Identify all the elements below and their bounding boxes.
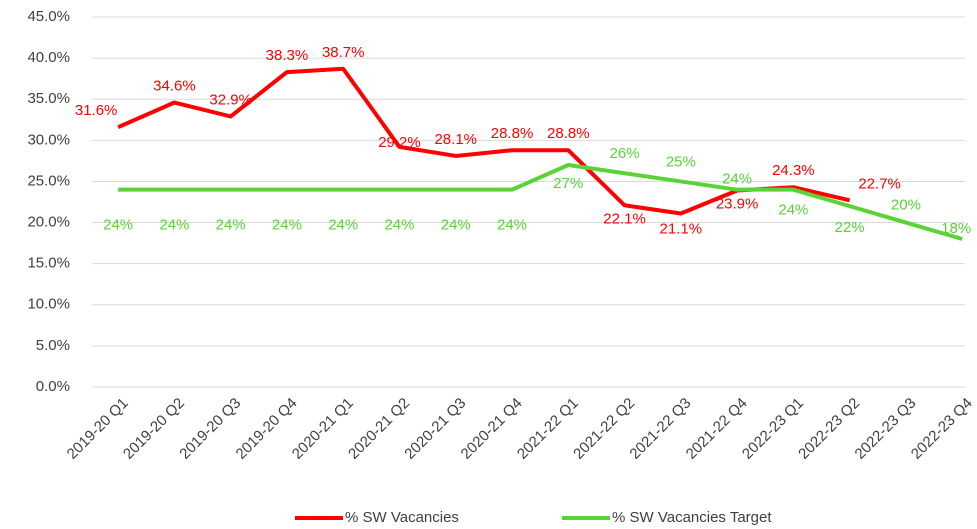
legend-label: % SW Vacancies xyxy=(345,509,459,526)
data-label: 23.9% xyxy=(716,195,759,212)
data-label: 24% xyxy=(497,217,527,234)
series-line xyxy=(118,163,963,241)
y-tick-label: 20.0% xyxy=(27,214,70,231)
data-label: 32.9% xyxy=(209,91,252,108)
data-label: 28.1% xyxy=(434,131,477,148)
data-label: 24% xyxy=(328,217,358,234)
data-label: 24.3% xyxy=(772,162,815,179)
data-label: 31.6% xyxy=(75,102,118,119)
data-label: 24% xyxy=(722,171,752,188)
y-tick-label: 40.0% xyxy=(27,49,70,66)
data-label: 24% xyxy=(272,217,302,234)
legend-label: % SW Vacancies Target xyxy=(612,509,772,526)
data-label: 29.2% xyxy=(378,134,421,151)
data-label: 22% xyxy=(835,219,865,236)
y-tick-label: 0.0% xyxy=(36,378,70,395)
data-label: 34.6% xyxy=(153,77,196,94)
data-label: 24% xyxy=(103,217,133,234)
data-label: 18% xyxy=(941,220,971,237)
data-label: 20% xyxy=(891,197,921,214)
y-tick-label: 10.0% xyxy=(27,296,70,313)
data-label: 38.3% xyxy=(266,47,309,64)
data-label: 22.1% xyxy=(603,210,646,227)
data-label: 24% xyxy=(216,217,246,234)
x-tick-label: 2022-23 Q4 xyxy=(908,395,976,463)
data-label: 27% xyxy=(553,175,583,192)
data-label: 24% xyxy=(778,202,808,219)
y-tick-label: 45.0% xyxy=(27,8,70,25)
data-label: 28.8% xyxy=(547,125,590,142)
series-line xyxy=(117,66,851,216)
data-label: 38.7% xyxy=(322,44,365,61)
y-tick-label: 30.0% xyxy=(27,131,70,148)
data-label: 24% xyxy=(159,217,189,234)
y-tick-label: 5.0% xyxy=(36,337,70,354)
data-label: 28.8% xyxy=(491,125,534,142)
data-label: 24% xyxy=(384,217,414,234)
data-label: 21.1% xyxy=(660,220,703,237)
data-label: 25% xyxy=(666,153,696,170)
y-tick-label: 15.0% xyxy=(27,255,70,272)
y-tick-label: 35.0% xyxy=(27,90,70,107)
data-label: 26% xyxy=(610,145,640,162)
y-tick-label: 25.0% xyxy=(27,172,70,189)
data-label: 22.7% xyxy=(858,175,901,192)
data-label: 24% xyxy=(441,217,471,234)
